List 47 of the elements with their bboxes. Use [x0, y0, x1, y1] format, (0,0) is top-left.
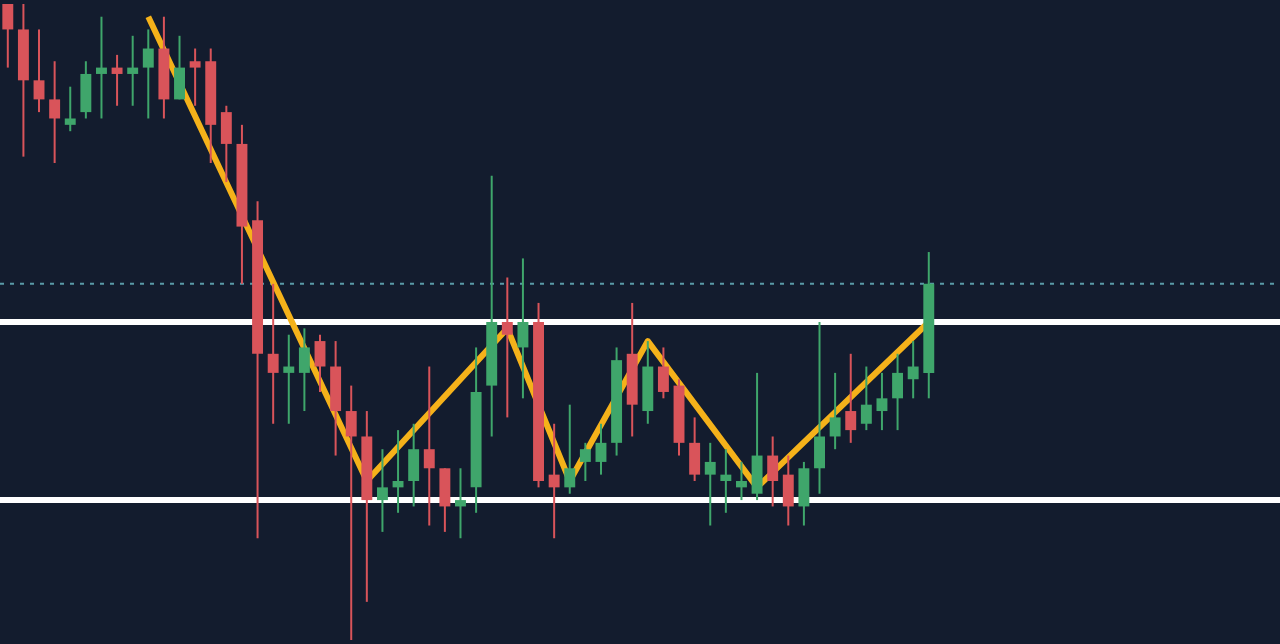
candlestick	[408, 422, 420, 508]
candlestick	[2, 3, 14, 69]
candlestick	[642, 340, 654, 425]
candlestick	[814, 321, 825, 495]
candlestick	[704, 441, 716, 527]
candlestick	[782, 454, 794, 527]
candlestick	[189, 47, 201, 107]
candlestick	[829, 371, 841, 451]
candlestick	[283, 333, 295, 425]
candlestick	[657, 346, 669, 400]
candlestick	[860, 365, 872, 432]
candlestick	[845, 352, 857, 444]
candlestick	[49, 60, 61, 164]
candlestick	[876, 371, 888, 432]
candlestick	[267, 282, 279, 425]
candlestick	[64, 85, 76, 133]
candlestick	[96, 15, 107, 120]
candlestick	[142, 28, 154, 120]
candlestick	[423, 365, 435, 527]
candlestick	[392, 429, 404, 514]
candlestick	[33, 28, 45, 114]
candlestick	[720, 448, 732, 514]
candlestick	[376, 448, 388, 533]
candlestick	[548, 422, 560, 540]
candlestick	[455, 467, 466, 540]
candlestick	[501, 276, 513, 419]
candlestick	[689, 416, 701, 482]
candlestick	[892, 352, 904, 432]
candlestick	[736, 460, 747, 502]
candlestick	[220, 104, 232, 184]
candlestick	[579, 441, 591, 482]
candlestick	[111, 53, 123, 107]
candlestick	[298, 327, 310, 413]
candlestick	[798, 460, 810, 527]
candlestick	[767, 435, 779, 508]
candlestick	[751, 371, 763, 502]
candlestick	[595, 422, 607, 476]
candlestick	[330, 340, 342, 457]
candlestick	[439, 467, 451, 533]
candlestick	[517, 257, 529, 400]
candlestick	[127, 34, 139, 107]
candlestick	[345, 384, 357, 641]
candlestick	[80, 60, 92, 120]
candlestick	[564, 403, 576, 495]
candlestick	[314, 333, 326, 393]
candlestick	[174, 34, 185, 101]
candlestick	[907, 340, 919, 400]
